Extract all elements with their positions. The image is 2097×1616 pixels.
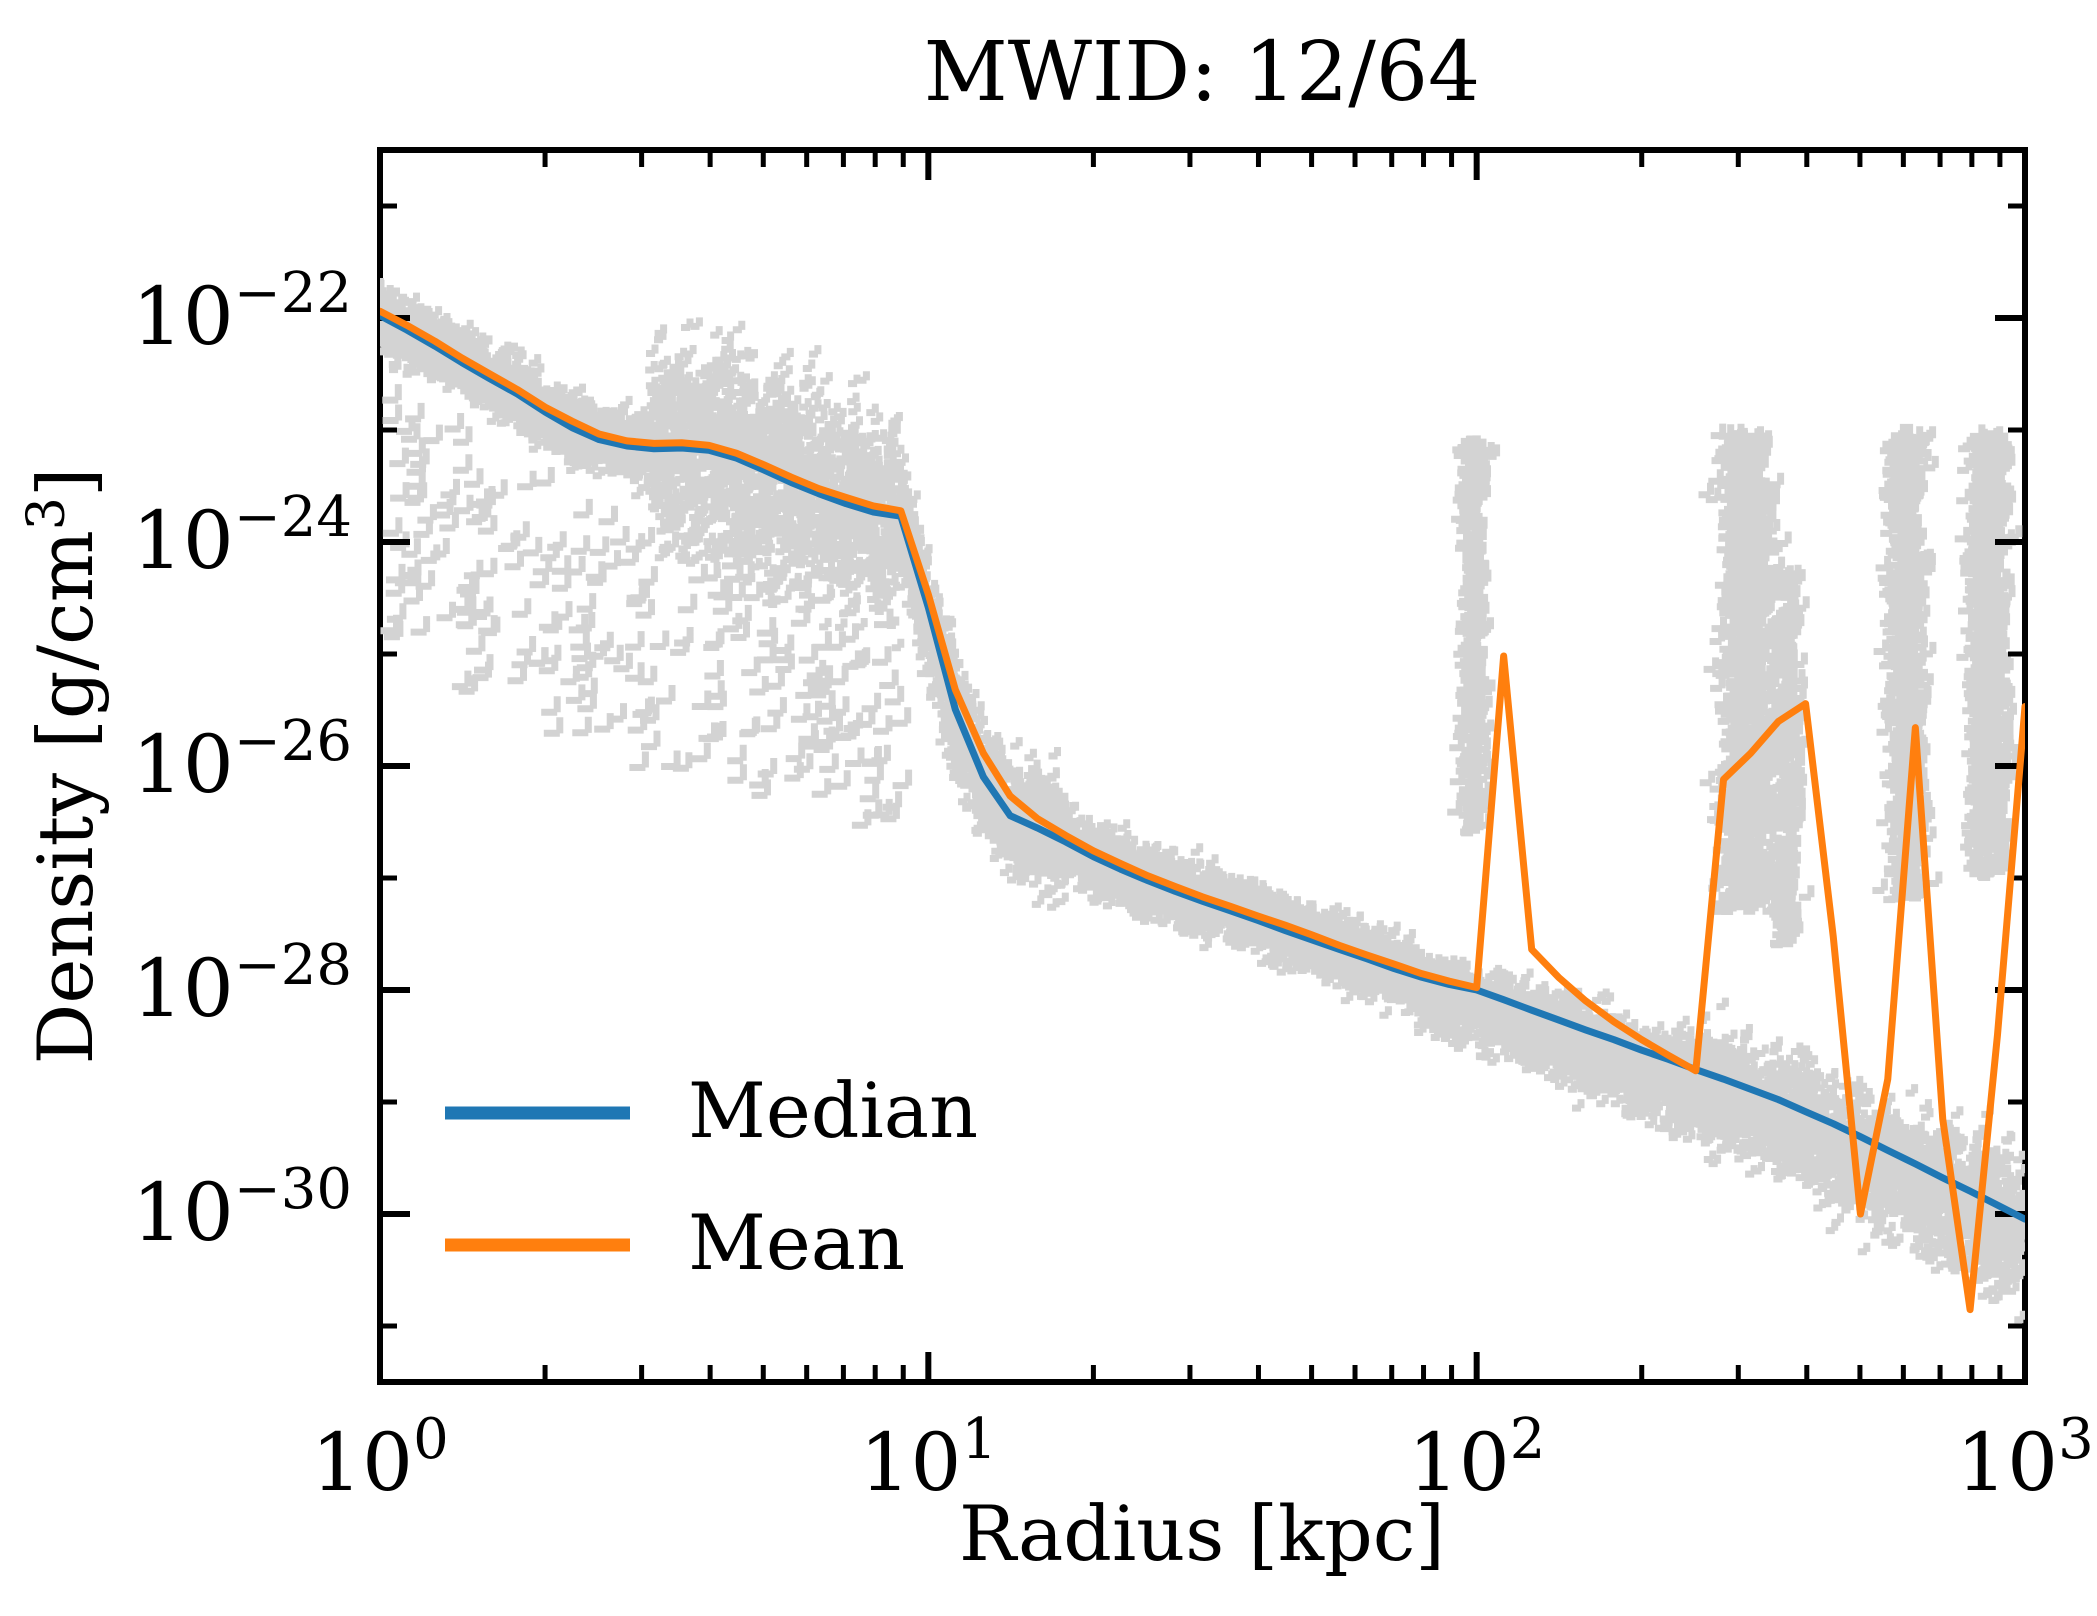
- y-axis-label: Density [g/cm3]: [17, 467, 110, 1064]
- data-lines-layer: [380, 307, 2025, 1314]
- y-tick-label: 10−26: [132, 709, 352, 811]
- y-axis-label-superscript: 3: [17, 497, 77, 530]
- x-tick-label: 103: [1956, 1407, 2093, 1509]
- x-axis-label: Radius [kpc]: [959, 1489, 1445, 1578]
- axis-ticks-layer: [377, 150, 2028, 1382]
- median-line: [380, 312, 2025, 1223]
- x-tick-label: 100: [311, 1407, 448, 1509]
- y-tick-label: 10−22: [132, 261, 352, 363]
- y-axis-label-tail: ]: [21, 467, 110, 497]
- x-tick-labels: 100 101 102 103: [311, 1407, 2093, 1509]
- y-tick-label: 10−30: [132, 1157, 352, 1259]
- x-tick-label: 102: [1408, 1407, 1545, 1509]
- legend: Median Mean: [445, 1066, 978, 1287]
- legend-label-median: Median: [688, 1066, 978, 1155]
- y-axis-label-base: Density [g/cm: [21, 530, 110, 1064]
- x-tick-label: 101: [860, 1407, 997, 1509]
- chart-title: MWID: 12/64: [924, 25, 1480, 120]
- y-tick-labels: 10−22 10−24 10−26 10−28 10−30: [132, 261, 352, 1259]
- y-tick-label: 10−28: [132, 933, 352, 1035]
- mean-line: [380, 307, 2025, 1314]
- y-tick-label: 10−24: [132, 485, 352, 587]
- legend-label-mean: Mean: [688, 1198, 905, 1287]
- y-axis-label-text: Density [g/cm3]: [17, 467, 110, 1064]
